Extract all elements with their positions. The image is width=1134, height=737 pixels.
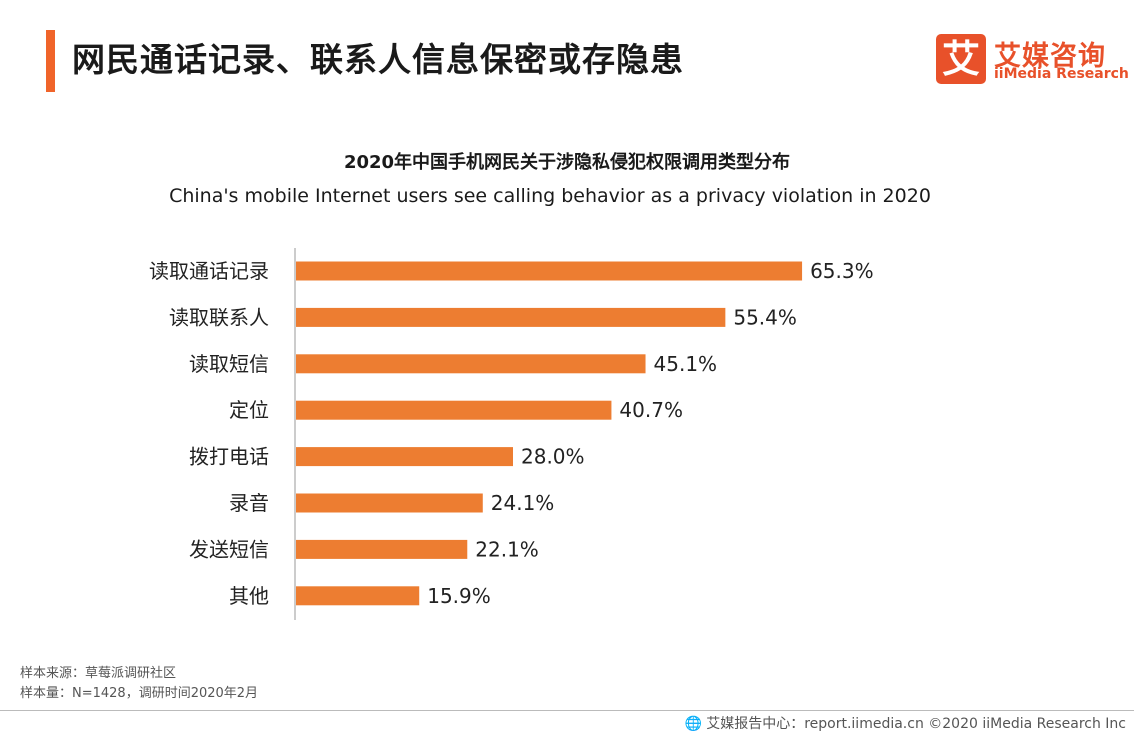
logo-mark-icon: 艾 — [936, 34, 986, 84]
chart-title: 2020年中国手机网民关于涉隐私侵犯权限调用类型分布 — [343, 152, 791, 173]
data-label: 55.4% — [733, 305, 797, 329]
category-label: 发送短信 — [189, 537, 269, 561]
category-label: 读取联系人 — [169, 305, 269, 329]
category-label: 读取短信 — [189, 352, 269, 376]
footer: 🌐 艾媒报告中心：report.iimedia.cn ©2020 iiMedia … — [685, 713, 1126, 733]
bar — [296, 493, 483, 513]
data-label: 22.1% — [475, 537, 539, 561]
sample-source-note: 样本来源：草莓派调研社区 — [20, 666, 177, 681]
data-label: 45.1% — [654, 352, 718, 376]
bar — [296, 354, 646, 374]
category-label: 读取通话记录 — [149, 259, 269, 283]
data-label: 40.7% — [619, 398, 683, 422]
logo-name-cn: 艾媒咨询 — [994, 41, 1106, 72]
footer-text: 艾媒报告中心：report.iimedia.cn ©2020 iiMedia R… — [706, 716, 1126, 732]
category-label: 定位 — [229, 398, 269, 422]
category-label: 拨打电话 — [189, 445, 269, 469]
bar — [296, 307, 726, 327]
logo-name-en: iiMedia Research — [994, 66, 1129, 82]
page-title: 网民通话记录、联系人信息保密或存隐患 — [72, 40, 684, 79]
data-label: 24.1% — [491, 491, 555, 515]
chart-subtitle: China's mobile Internet users see callin… — [169, 185, 931, 207]
sample-size-note: 样本量：N=1428，调研时间2020年2月 — [20, 686, 259, 701]
brand-logo: 艾 艾媒咨询 iiMedia Research — [936, 34, 1129, 86]
data-label: 65.3% — [810, 259, 874, 283]
bar — [296, 261, 803, 281]
category-label: 录音 — [229, 491, 269, 515]
bar — [296, 400, 612, 420]
category-label: 其他 — [229, 584, 269, 608]
bar — [296, 586, 420, 606]
footer-divider — [0, 710, 1134, 711]
bar — [296, 539, 468, 559]
data-label: 28.0% — [521, 445, 585, 469]
title-accent-bar — [46, 30, 55, 92]
globe-icon: 🌐 — [684, 716, 703, 732]
data-label: 15.9% — [427, 584, 491, 608]
bar — [296, 447, 513, 467]
